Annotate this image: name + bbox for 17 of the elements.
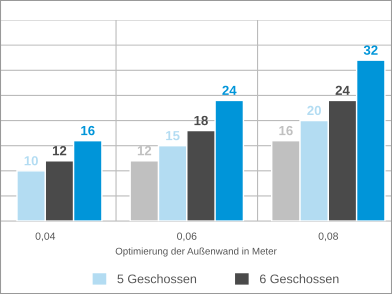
data-label: 24 (336, 86, 350, 95)
data-label: 10 (24, 156, 38, 166)
x-tick-label: 0,08 (318, 232, 338, 242)
x-tick-label: 0,06 (177, 232, 196, 242)
data-label: 20 (307, 106, 321, 116)
data-label: 16 (279, 126, 293, 136)
data-label: 12 (52, 146, 66, 156)
legend-label: 5 Geschossen (117, 274, 196, 284)
x-axis-title: Optimierung der Außenwand in Meter (116, 247, 277, 257)
data-label: 18 (194, 116, 208, 126)
data-label: 12 (138, 146, 152, 156)
data-label: 24 (222, 86, 237, 95)
data-label: 32 (364, 45, 378, 55)
data-label: 15 (166, 131, 180, 140)
legend-label: 6 Geschossen (260, 274, 338, 284)
data-label: 16 (81, 126, 95, 136)
x-tick-label: 0,04 (36, 232, 56, 242)
